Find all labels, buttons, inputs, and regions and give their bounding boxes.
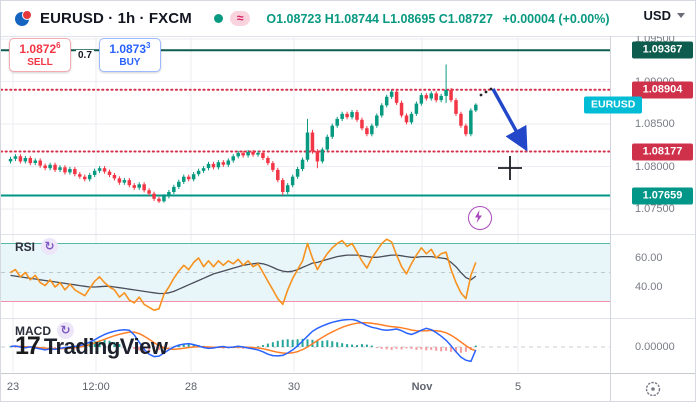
- market-open-dot-icon: [213, 14, 223, 23]
- header-separator: [1, 36, 695, 37]
- time-axis-label: 30: [287, 381, 301, 393]
- macd-pane-header: MACD ↻: [15, 322, 74, 339]
- price-axis-tick: 1.08000: [635, 160, 675, 173]
- change-value: +0.00004 (+0.00%): [502, 11, 610, 26]
- rsi-axis-tick: 40.00: [635, 281, 663, 293]
- ohlc-readout: O1.08723 H1.08744 L1.08695 C1.08727 +0.0…: [266, 12, 609, 26]
- price-level-badge: 1.08904: [632, 81, 693, 99]
- crosshair-cursor: [498, 156, 522, 180]
- symbol-price-badge: EURUSD: [584, 96, 643, 114]
- chart-header: EURUSD · 1h · FXCM ≈ O1.08723 H1.08744 L…: [1, 1, 695, 36]
- rsi-pane-header: RSI ↻: [15, 238, 59, 255]
- timezone-settings-icon[interactable]: [644, 380, 662, 398]
- rsi-refresh-icon[interactable]: ↻: [41, 238, 59, 255]
- candles: [8, 64, 478, 203]
- time-axis-label: 5: [514, 381, 522, 393]
- macd-label[interactable]: MACD: [15, 323, 51, 338]
- spread-value: 0.7: [76, 49, 94, 61]
- time-axis-label: 23: [6, 381, 20, 393]
- macd-axis-tick: 0.00000: [635, 341, 675, 353]
- symbol-title[interactable]: EURUSD · 1h · FXCM: [40, 10, 192, 27]
- lightning-icon: [475, 210, 482, 223]
- currency-selector[interactable]: USD: [644, 8, 685, 23]
- macd-refresh-icon[interactable]: ↻: [57, 322, 74, 339]
- price-level-badge: 1.07659: [632, 187, 693, 204]
- rsi-axis-tick: 60.00: [635, 252, 663, 264]
- buy-label: BUY: [119, 56, 141, 68]
- grid: [1, 37, 610, 372]
- rsi-label[interactable]: RSI: [15, 239, 36, 254]
- rsi-pane-separator[interactable]: [1, 234, 695, 235]
- time-axis-label: Nov: [411, 381, 433, 393]
- time-axis-label: 28: [184, 381, 198, 393]
- price-axis-tick: 1.07500: [635, 203, 675, 215]
- macd-pane-separator[interactable]: [1, 318, 695, 319]
- tradingview-logo-icon: 17: [15, 332, 41, 360]
- symbol-logo-icon: [15, 10, 32, 27]
- time-axis-separator: [1, 373, 695, 374]
- rsi-plot: [10, 238, 477, 312]
- currency-label: USD: [643, 8, 671, 23]
- delayed-data-icon[interactable]: ≈: [229, 11, 251, 26]
- trend-arrow-drawing: [491, 88, 528, 152]
- price-level-badge: 1.09367: [632, 41, 693, 59]
- ohlc-values: O1.08723 H1.08744 L1.08695 C1.08727: [266, 11, 493, 26]
- sell-button[interactable]: 1.08726 SELL: [9, 38, 71, 73]
- price-axis-separator[interactable]: [610, 1, 611, 401]
- sell-label: SELL: [27, 56, 53, 68]
- buy-button[interactable]: 1.08733 BUY: [98, 38, 161, 73]
- macd-plot: [9, 319, 477, 363]
- chevron-down-icon: [677, 13, 685, 18]
- trade-panel: 1.08726 SELL 0.7 1.08733 BUY: [9, 38, 161, 73]
- instant-order-lightning-button[interactable]: [468, 206, 492, 230]
- price-axis-tick: 1.08500: [635, 118, 675, 130]
- time-axis-label: 12:00: [82, 381, 110, 393]
- price-level-badge: 1.08177: [632, 143, 693, 160]
